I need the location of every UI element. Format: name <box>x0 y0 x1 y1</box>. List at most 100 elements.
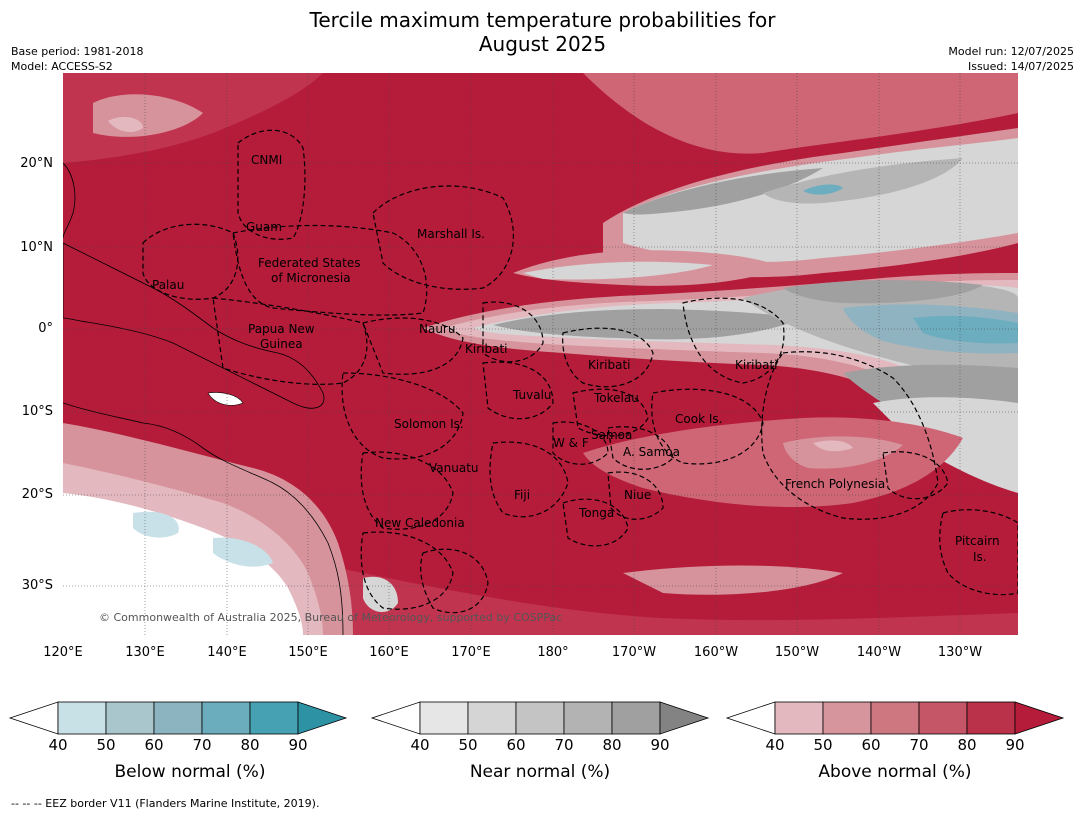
label-marshall: Marshall Is. <box>417 227 485 241</box>
label-asamoa: A. Samoa <box>623 445 680 459</box>
map-title: Tercile maximum temperature probabilitie… <box>0 8 1085 56</box>
label-fiji: Fiji <box>514 488 530 502</box>
eez-footnote: -- -- -- EEZ border V11 (Flanders Marine… <box>11 797 320 810</box>
eez-kiribati-c <box>562 327 654 388</box>
lon-tick-140e: 140°E <box>207 645 247 660</box>
island-white <box>207 392 244 406</box>
label-new-caledonia: New Caledonia <box>375 516 465 530</box>
colorbar-extend-high <box>297 701 348 735</box>
lon-tick-170e: 170°E <box>451 645 491 660</box>
lon-tick-150w: 150°W <box>774 645 820 660</box>
label-vanuatu: Vanuatu <box>429 461 479 475</box>
meta-left: Base period: 1981-2018 Model: ACCESS-S2 <box>11 44 143 74</box>
colorbar-tick-label: 50 <box>813 736 833 754</box>
graticule <box>63 73 1018 635</box>
colorbar-near-svg <box>370 701 710 735</box>
label-wf: W & F <box>553 436 589 450</box>
eez-tokelau <box>572 388 649 437</box>
label-nauru: Nauru <box>419 322 455 336</box>
lon-tick-150e: 150°E <box>288 645 328 660</box>
eez-cook <box>651 388 764 465</box>
colorbar-segment <box>201 701 251 735</box>
label-palau: Palau <box>152 278 184 292</box>
lat-tick-10s: 10°S <box>21 404 53 419</box>
eez-kiribati-w2 <box>482 301 544 363</box>
eez-solomon <box>341 372 464 460</box>
colorbar-tick-label: 70 <box>909 736 929 754</box>
label-samoa: Samoa <box>591 428 632 442</box>
label-fsm-1: Federated States <box>258 256 360 270</box>
australia-below-2 <box>213 537 273 567</box>
colorbar-tick-label: 90 <box>1005 736 1025 754</box>
colorbar-near-label: Near normal (%) <box>469 762 611 782</box>
eez-tonga <box>562 498 629 547</box>
australia-below-1 <box>133 511 179 538</box>
map-svg: CNMI Guam Marshall Is. Federated States … <box>63 73 1018 635</box>
colorbar-tick-label: 90 <box>288 736 308 754</box>
label-kiribati-w: Kiribati <box>465 342 507 356</box>
colorbar-below-svg <box>8 701 348 735</box>
colorbar-tick-label: 60 <box>144 736 164 754</box>
label-tokelau: Tokelau <box>593 391 639 405</box>
lon-tick-140w: 140°W <box>856 645 902 660</box>
colorbar-segment <box>966 701 1016 735</box>
equatorial-near-dark-east <box>783 280 983 304</box>
lon-tick-170w: 170°W <box>611 645 657 660</box>
colorbar-segment <box>870 701 920 735</box>
lat-tick-0: 0° <box>38 321 53 336</box>
colorbar-segment <box>105 701 155 735</box>
label-tonga: Tonga <box>578 506 614 520</box>
eez-pitcairn <box>939 509 1018 596</box>
lat-tick-10n: 10°N <box>20 240 53 255</box>
australia-white <box>63 493 303 635</box>
eez-tuvalu <box>482 361 554 420</box>
eez-niue <box>607 471 664 520</box>
colorbar-tick-label: 60 <box>506 736 526 754</box>
tasman-near <box>363 576 398 613</box>
eez-kiribati-e <box>682 297 785 384</box>
colorbar-above-svg <box>725 701 1065 735</box>
label-niue: Niue <box>624 488 651 502</box>
colorbar-segment <box>563 701 613 735</box>
eez-marshall <box>372 185 514 290</box>
lat-tick-20n: 20°N <box>20 156 53 171</box>
lon-tick-160e: 160°E <box>369 645 409 660</box>
eez-fiji <box>489 441 569 518</box>
colorbar-below <box>8 700 353 740</box>
colorbar-extend-low <box>8 701 59 735</box>
issued-text: Issued: 14/07/2025 <box>967 60 1074 73</box>
title-line-2: August 2025 <box>478 32 607 56</box>
eez-nauru-kiribati-w <box>362 317 464 375</box>
colorbar-segment <box>774 701 824 735</box>
eez-fsm <box>232 224 428 316</box>
eez-cnmi <box>237 129 306 240</box>
north-east-band <box>583 73 1018 154</box>
lon-tick-120e: 120°E <box>43 645 83 660</box>
colorbar-above <box>725 700 1070 740</box>
colorbar-extend-low <box>370 701 421 735</box>
label-tuvalu: Tuvalu <box>512 388 552 402</box>
mid-near-band <box>523 261 713 280</box>
lat-tick-20s: 20°S <box>21 487 53 502</box>
colorbar-tick-label: 60 <box>861 736 881 754</box>
colorbar-segment <box>822 701 872 735</box>
colorbar-near <box>370 700 715 740</box>
label-solomon: Solomon Is. <box>394 417 464 431</box>
colorbar-segment <box>467 701 517 735</box>
below-normal-east-strong <box>913 315 1018 344</box>
country-labels: CNMI Guam Marshall Is. Federated States … <box>152 153 1000 564</box>
eez-palau <box>142 223 239 300</box>
model-text: Model: ACCESS-S2 <box>11 60 113 73</box>
south-pink <box>623 565 843 595</box>
colorbar-below-label: Below normal (%) <box>114 762 266 782</box>
lon-tick-130w: 130°W <box>937 645 983 660</box>
label-kiribati-e: Kiribati <box>735 358 777 372</box>
colorbar-tick-label: 40 <box>410 736 430 754</box>
eez-wf <box>552 421 609 465</box>
lat-tick-30s: 30°S <box>21 578 53 593</box>
label-pitcairn-2: Is. <box>973 550 987 564</box>
ne-below-small <box>803 184 843 195</box>
colorbar-segment <box>611 701 661 735</box>
colorbar-segment <box>57 701 107 735</box>
colorbar-segment <box>419 701 469 735</box>
